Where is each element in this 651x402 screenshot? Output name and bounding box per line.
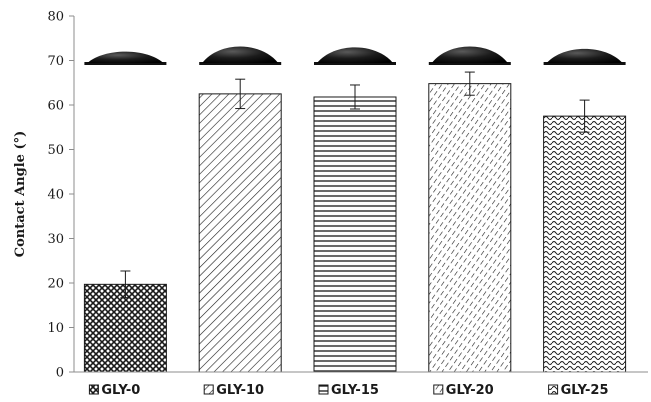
y-tick-label: 70 bbox=[47, 54, 64, 69]
category-swatch bbox=[88, 384, 99, 395]
category-text: GLY-20 bbox=[446, 383, 494, 398]
bars-group bbox=[83, 83, 627, 373]
category-swatch bbox=[203, 384, 214, 395]
y-tick-label: 80 bbox=[47, 10, 64, 25]
y-tick-label: 60 bbox=[47, 99, 64, 114]
bar-gly-20 bbox=[428, 83, 512, 373]
category-text: GLY-25 bbox=[561, 383, 609, 398]
category-text: GLY-15 bbox=[331, 383, 379, 398]
category-labels: GLY-0 GLY-10 GLY-15 GLY-20 GLY-25 bbox=[88, 383, 609, 398]
droplet-image-gly-10 bbox=[199, 46, 282, 65]
category-label-gly-0: GLY-0 bbox=[88, 383, 140, 398]
bar-gly-25 bbox=[543, 115, 627, 373]
y-tick-label: 30 bbox=[47, 232, 64, 247]
category-text: GLY-10 bbox=[216, 383, 264, 398]
droplet-images-group bbox=[84, 46, 626, 65]
category-text: GLY-0 bbox=[101, 383, 140, 398]
droplet-image-gly-20 bbox=[428, 46, 511, 65]
y-axis-label: Contact Angle (°) bbox=[13, 131, 28, 258]
y-tick-label: 20 bbox=[47, 277, 64, 292]
category-label-gly-25: GLY-25 bbox=[548, 383, 609, 398]
y-tick-label: 10 bbox=[47, 321, 64, 336]
category-swatch bbox=[318, 384, 329, 395]
error-bars-group bbox=[120, 71, 590, 299]
bar-gly-15 bbox=[313, 96, 397, 373]
y-tick-label: 50 bbox=[47, 143, 64, 158]
y-tick-label: 0 bbox=[56, 366, 64, 381]
category-label-gly-15: GLY-15 bbox=[318, 383, 379, 398]
category-label-gly-10: GLY-10 bbox=[203, 383, 264, 398]
category-label-gly-20: GLY-20 bbox=[433, 383, 494, 398]
y-tick-label: 40 bbox=[47, 188, 64, 203]
bar-gly-0 bbox=[83, 283, 167, 373]
category-swatch bbox=[548, 384, 559, 395]
droplet-image-gly-0 bbox=[84, 51, 167, 65]
droplet-image-gly-25 bbox=[543, 48, 626, 65]
droplet-image-gly-15 bbox=[314, 47, 396, 65]
category-swatch bbox=[433, 384, 444, 395]
bar-gly-10 bbox=[198, 93, 282, 373]
y-axis-ticks: 0 10 20 30 40 50 60 70 80 bbox=[47, 10, 74, 381]
